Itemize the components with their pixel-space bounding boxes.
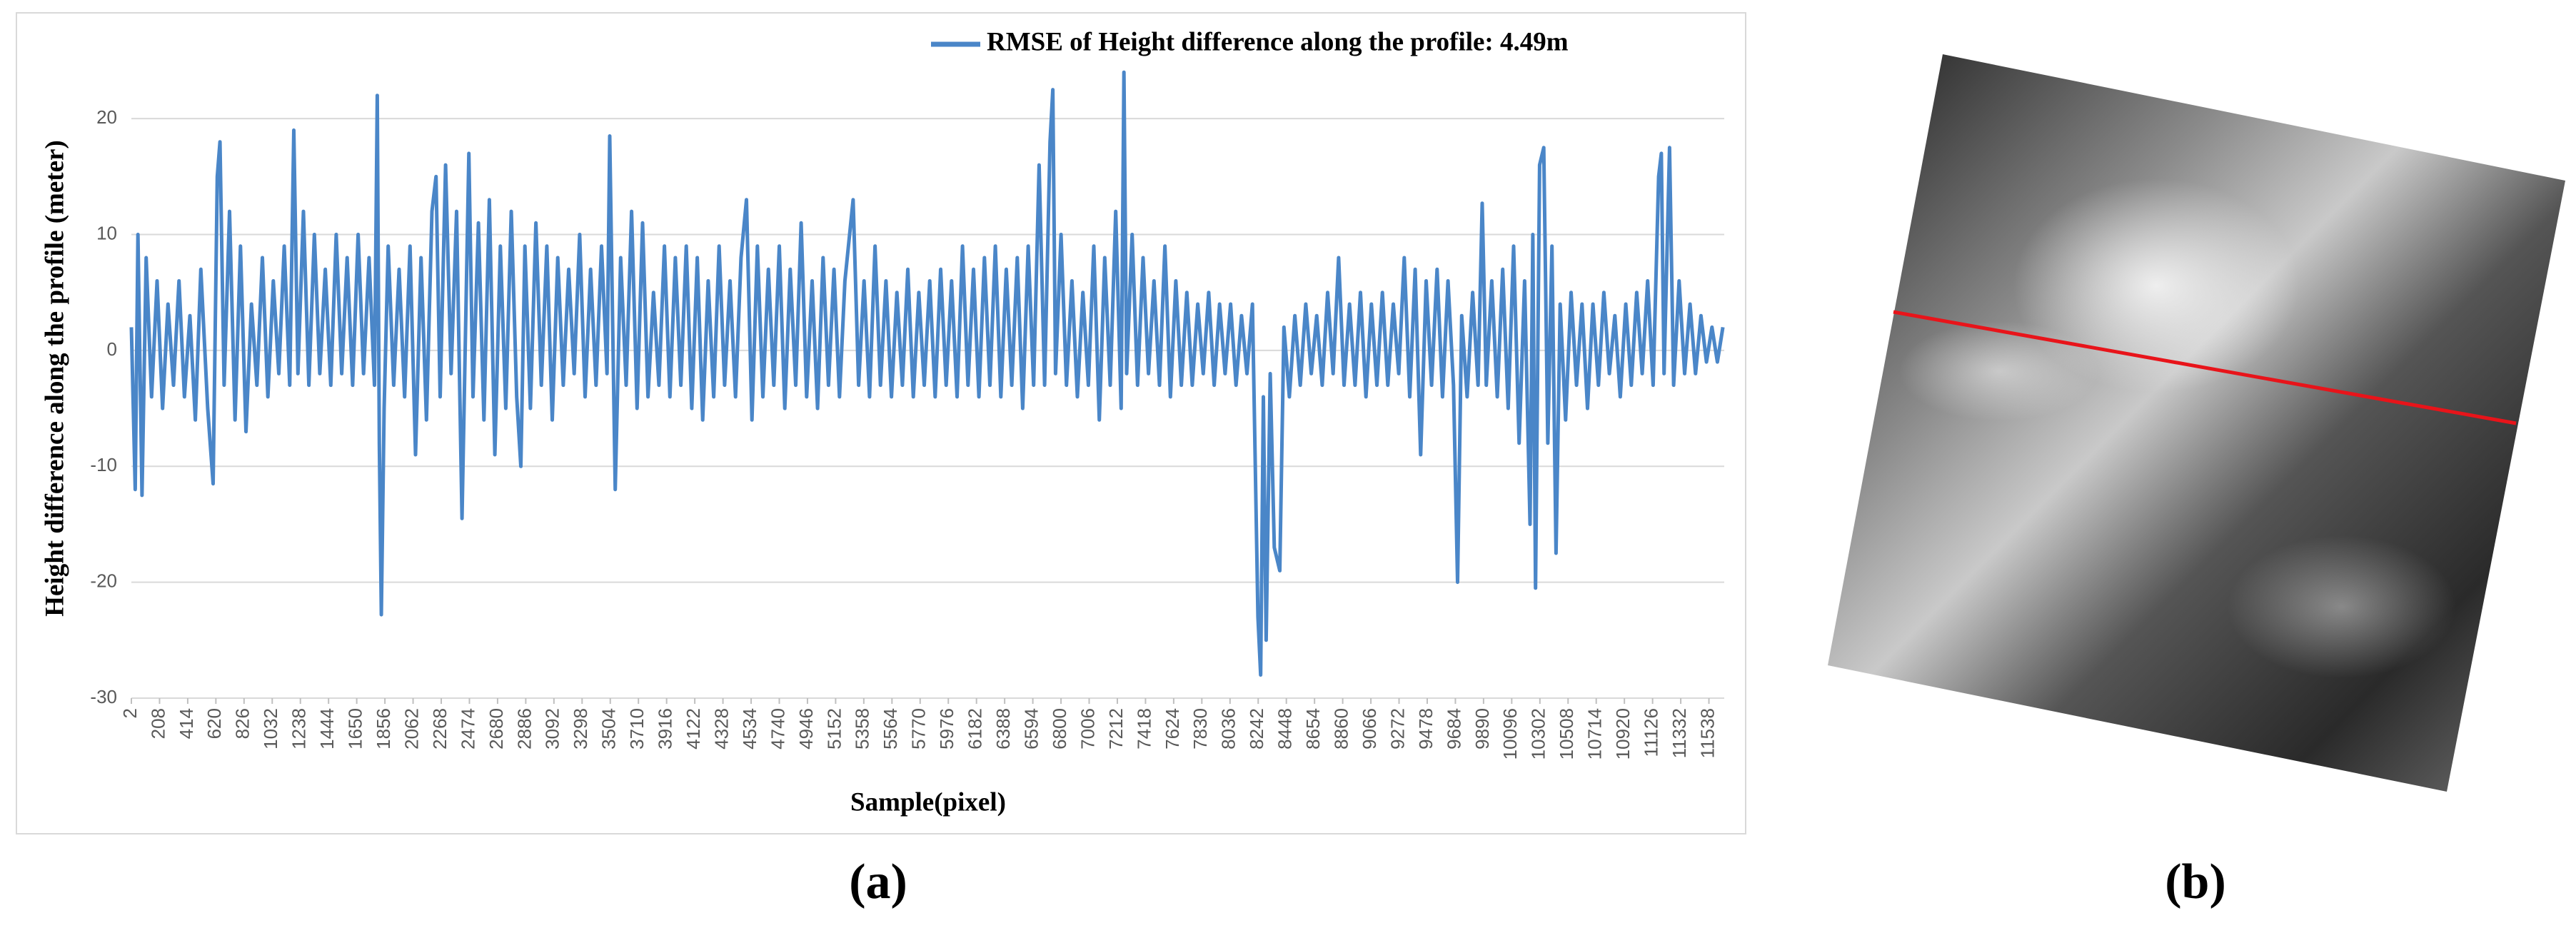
x-tick-label: 10920 — [1612, 708, 1634, 760]
caption: (a) — [849, 854, 907, 909]
x-tick-label: 2680 — [485, 708, 507, 750]
y-axis-title: Height difference along the profile (met… — [40, 140, 69, 617]
x-tick-label: 3298 — [570, 708, 591, 750]
x-tick-label: 9478 — [1415, 708, 1437, 750]
x-tick-label: 10096 — [1499, 708, 1521, 760]
x-tick-label: 826 — [232, 708, 253, 739]
y-tick-label: -30 — [90, 686, 117, 707]
x-tick-label: 3504 — [598, 708, 620, 750]
y-tick-label: -20 — [90, 570, 117, 592]
x-tick-label: 8654 — [1302, 708, 1324, 750]
x-tick-label: 5770 — [908, 708, 930, 750]
x-tick-label: 2268 — [429, 708, 451, 750]
x-tick-label: 7418 — [1133, 708, 1154, 750]
y-tick-label: 0 — [107, 338, 117, 360]
x-tick-label: 3710 — [626, 708, 648, 750]
y-tick-label: 20 — [96, 106, 117, 128]
x-tick-label: 5564 — [880, 708, 901, 750]
x-tick-label: 1032 — [260, 708, 281, 750]
x-tick-label: 4534 — [739, 708, 760, 750]
x-tick-label: 4740 — [767, 708, 788, 750]
caption: (b) — [2165, 854, 2226, 909]
x-tick-label: 7830 — [1189, 708, 1211, 750]
x-tick-label: 3092 — [542, 708, 563, 750]
x-tick-label: 7006 — [1077, 708, 1098, 750]
x-tick-label: 7624 — [1162, 708, 1183, 750]
x-tick-label: 620 — [203, 708, 225, 739]
x-tick-label: 11332 — [1669, 708, 1690, 758]
x-tick-label: 2886 — [513, 708, 535, 750]
x-tick-label: 414 — [176, 708, 197, 739]
x-tick-label: 10302 — [1528, 708, 1549, 760]
x-tick-label: 1650 — [345, 708, 366, 750]
x-tick-label: 6594 — [1020, 708, 1042, 750]
x-tick-label: 8448 — [1274, 708, 1296, 750]
x-tick-label: 9684 — [1443, 708, 1464, 750]
x-tick-label: 2474 — [457, 708, 478, 750]
x-tick-label: 3916 — [655, 708, 676, 750]
x-tick-label: 8860 — [1330, 708, 1352, 750]
x-tick-label: 9066 — [1359, 708, 1380, 750]
x-tick-label: 6388 — [992, 708, 1014, 750]
x-tick-label: 5358 — [852, 708, 873, 750]
x-tick-label: 1444 — [316, 708, 338, 750]
dem-image — [1828, 54, 2565, 792]
x-tick-label: 8036 — [1218, 708, 1239, 750]
y-tick-label: 10 — [96, 222, 117, 243]
x-tick-label: 2062 — [401, 708, 422, 750]
x-axis-title: Sample(pixel) — [850, 787, 1006, 817]
x-tick-label: 208 — [147, 708, 168, 739]
x-tick-label: 7212 — [1105, 708, 1127, 750]
x-tick-label: 6800 — [1049, 708, 1070, 750]
x-tick-label: 5976 — [936, 708, 957, 750]
x-tick-label: 2 — [119, 708, 141, 718]
x-tick-label: 9890 — [1471, 708, 1493, 750]
x-tick-label: 8242 — [1246, 708, 1267, 750]
x-tick-label: 11538 — [1696, 708, 1718, 758]
x-tick-label: 4122 — [683, 708, 704, 750]
x-tick-label: 4328 — [710, 708, 732, 750]
x-tick-label: 1856 — [373, 708, 394, 750]
x-tick-label: 4946 — [795, 708, 817, 750]
x-tick-label: 1238 — [288, 708, 310, 750]
x-tick-label: 10714 — [1584, 708, 1606, 760]
x-tick-label: 10508 — [1556, 708, 1577, 760]
y-tick-label: -10 — [90, 454, 117, 475]
data-line — [129, 70, 1725, 677]
x-tick-label: 9272 — [1387, 708, 1408, 750]
chart-frame — [16, 12, 1746, 834]
x-tick-label: 5152 — [823, 708, 845, 750]
x-tick-label: 11126 — [1641, 708, 1662, 757]
x-tick-label: 6182 — [965, 708, 986, 750]
legend-label: RMSE of Height difference along the prof… — [987, 27, 1569, 56]
